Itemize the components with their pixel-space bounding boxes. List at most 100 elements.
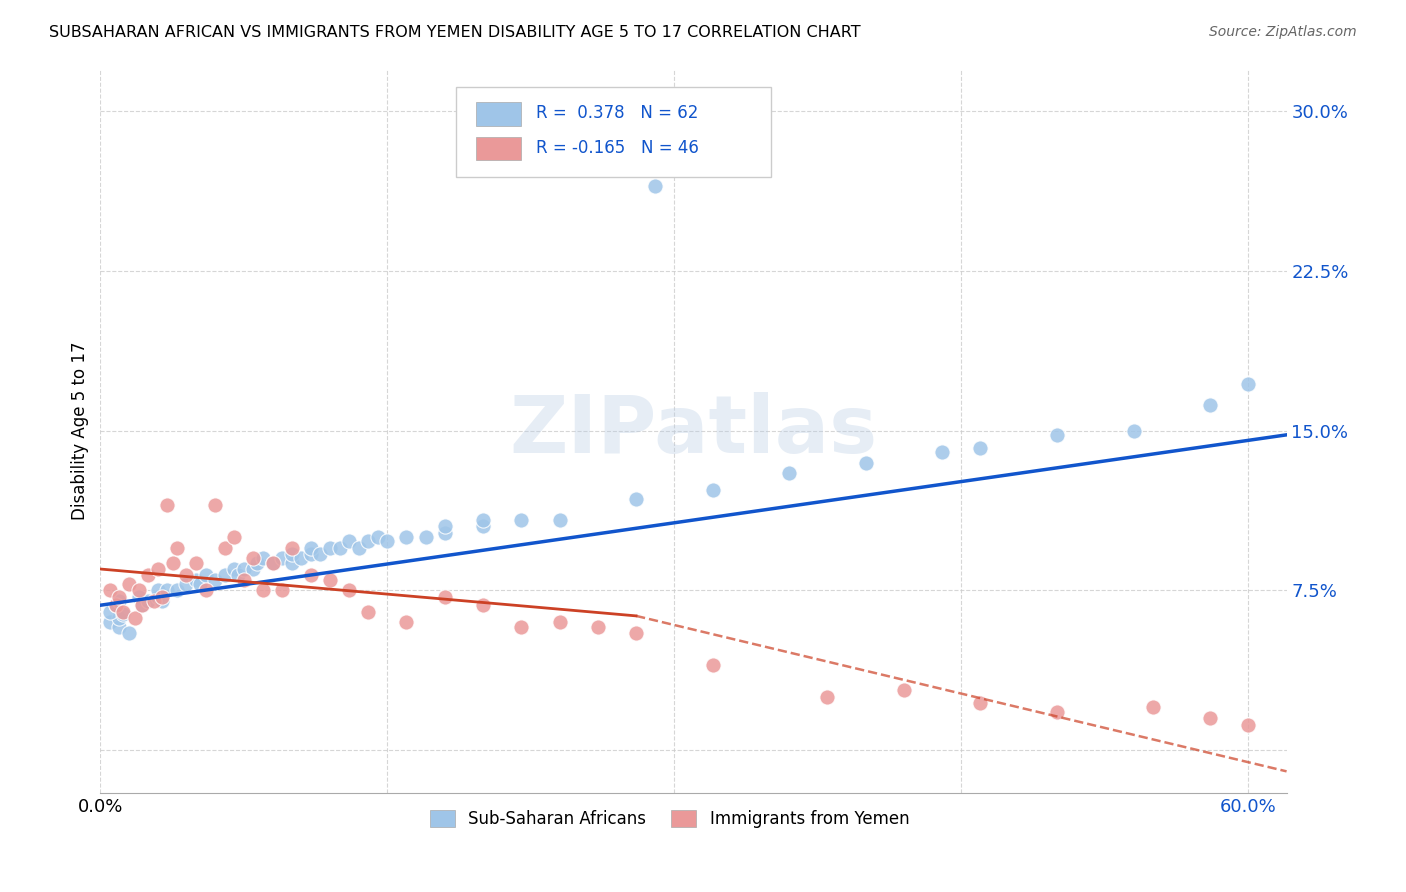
- Point: [128, 590, 150, 604]
- Point: [162, 556, 184, 570]
- Point: [624, 626, 647, 640]
- Point: [112, 607, 135, 621]
- Point: [510, 619, 533, 633]
- Point: [855, 456, 877, 470]
- Point: [136, 594, 159, 608]
- Point: [969, 441, 991, 455]
- Point: [232, 573, 254, 587]
- Point: [472, 599, 495, 613]
- Point: [184, 556, 207, 570]
- Point: [969, 696, 991, 710]
- Point: [184, 573, 207, 587]
- Point: [271, 583, 294, 598]
- Text: R = -0.165   N = 46: R = -0.165 N = 46: [536, 139, 699, 157]
- Point: [128, 583, 150, 598]
- Point: [224, 530, 246, 544]
- Point: [337, 583, 360, 598]
- Point: [548, 615, 571, 630]
- Point: [150, 594, 173, 608]
- Point: [156, 498, 179, 512]
- Point: [194, 568, 217, 582]
- Point: [472, 519, 495, 533]
- Text: Source: ZipAtlas.com: Source: ZipAtlas.com: [1209, 25, 1357, 39]
- Point: [104, 599, 127, 613]
- Text: R =  0.378   N = 62: R = 0.378 N = 62: [536, 104, 697, 122]
- Point: [118, 626, 141, 640]
- Point: [433, 525, 456, 540]
- Point: [1199, 398, 1222, 412]
- Point: [778, 466, 800, 480]
- Point: [188, 577, 211, 591]
- Point: [98, 605, 121, 619]
- Y-axis label: Disability Age 5 to 17: Disability Age 5 to 17: [72, 342, 89, 520]
- Point: [1199, 711, 1222, 725]
- Point: [104, 599, 127, 613]
- Point: [146, 562, 169, 576]
- Point: [357, 534, 380, 549]
- Point: [1142, 700, 1164, 714]
- Point: [150, 590, 173, 604]
- Point: [433, 590, 456, 604]
- Point: [226, 568, 249, 582]
- Point: [893, 683, 915, 698]
- Point: [131, 599, 153, 613]
- Point: [357, 605, 380, 619]
- FancyBboxPatch shape: [477, 136, 522, 161]
- Point: [702, 657, 724, 672]
- Point: [290, 551, 312, 566]
- Point: [309, 547, 332, 561]
- Point: [108, 594, 131, 608]
- Point: [624, 491, 647, 506]
- Point: [319, 573, 342, 587]
- Point: [815, 690, 838, 704]
- Point: [271, 551, 294, 566]
- Point: [415, 530, 437, 544]
- Point: [156, 583, 179, 598]
- Legend: Sub-Saharan Africans, Immigrants from Yemen: Sub-Saharan Africans, Immigrants from Ye…: [423, 804, 917, 835]
- Point: [224, 562, 246, 576]
- Point: [194, 583, 217, 598]
- Point: [1046, 705, 1069, 719]
- Point: [204, 498, 226, 512]
- Point: [586, 619, 609, 633]
- Point: [280, 541, 302, 555]
- Point: [1237, 717, 1260, 731]
- Point: [146, 583, 169, 598]
- Point: [472, 513, 495, 527]
- Point: [166, 541, 188, 555]
- Point: [98, 615, 121, 630]
- Point: [347, 541, 370, 555]
- Point: [510, 513, 533, 527]
- Point: [112, 605, 135, 619]
- Point: [262, 556, 284, 570]
- Point: [1122, 424, 1144, 438]
- Point: [319, 541, 342, 555]
- Point: [367, 530, 389, 544]
- Point: [433, 519, 456, 533]
- Point: [644, 178, 666, 193]
- Point: [252, 583, 274, 598]
- Point: [328, 541, 350, 555]
- Point: [108, 611, 131, 625]
- Point: [299, 568, 322, 582]
- Point: [395, 615, 418, 630]
- Point: [131, 599, 153, 613]
- Point: [548, 513, 571, 527]
- Point: [166, 583, 188, 598]
- Point: [108, 619, 131, 633]
- Point: [931, 445, 953, 459]
- Text: SUBSAHARAN AFRICAN VS IMMIGRANTS FROM YEMEN DISABILITY AGE 5 TO 17 CORRELATION C: SUBSAHARAN AFRICAN VS IMMIGRANTS FROM YE…: [49, 25, 860, 40]
- Point: [176, 568, 198, 582]
- Point: [176, 577, 198, 591]
- Point: [395, 530, 418, 544]
- Point: [246, 556, 269, 570]
- FancyBboxPatch shape: [477, 102, 522, 126]
- Point: [299, 541, 322, 555]
- Point: [280, 547, 302, 561]
- Point: [280, 556, 302, 570]
- Point: [136, 568, 159, 582]
- Point: [1046, 427, 1069, 442]
- Point: [702, 483, 724, 498]
- Point: [124, 611, 146, 625]
- Point: [242, 562, 264, 576]
